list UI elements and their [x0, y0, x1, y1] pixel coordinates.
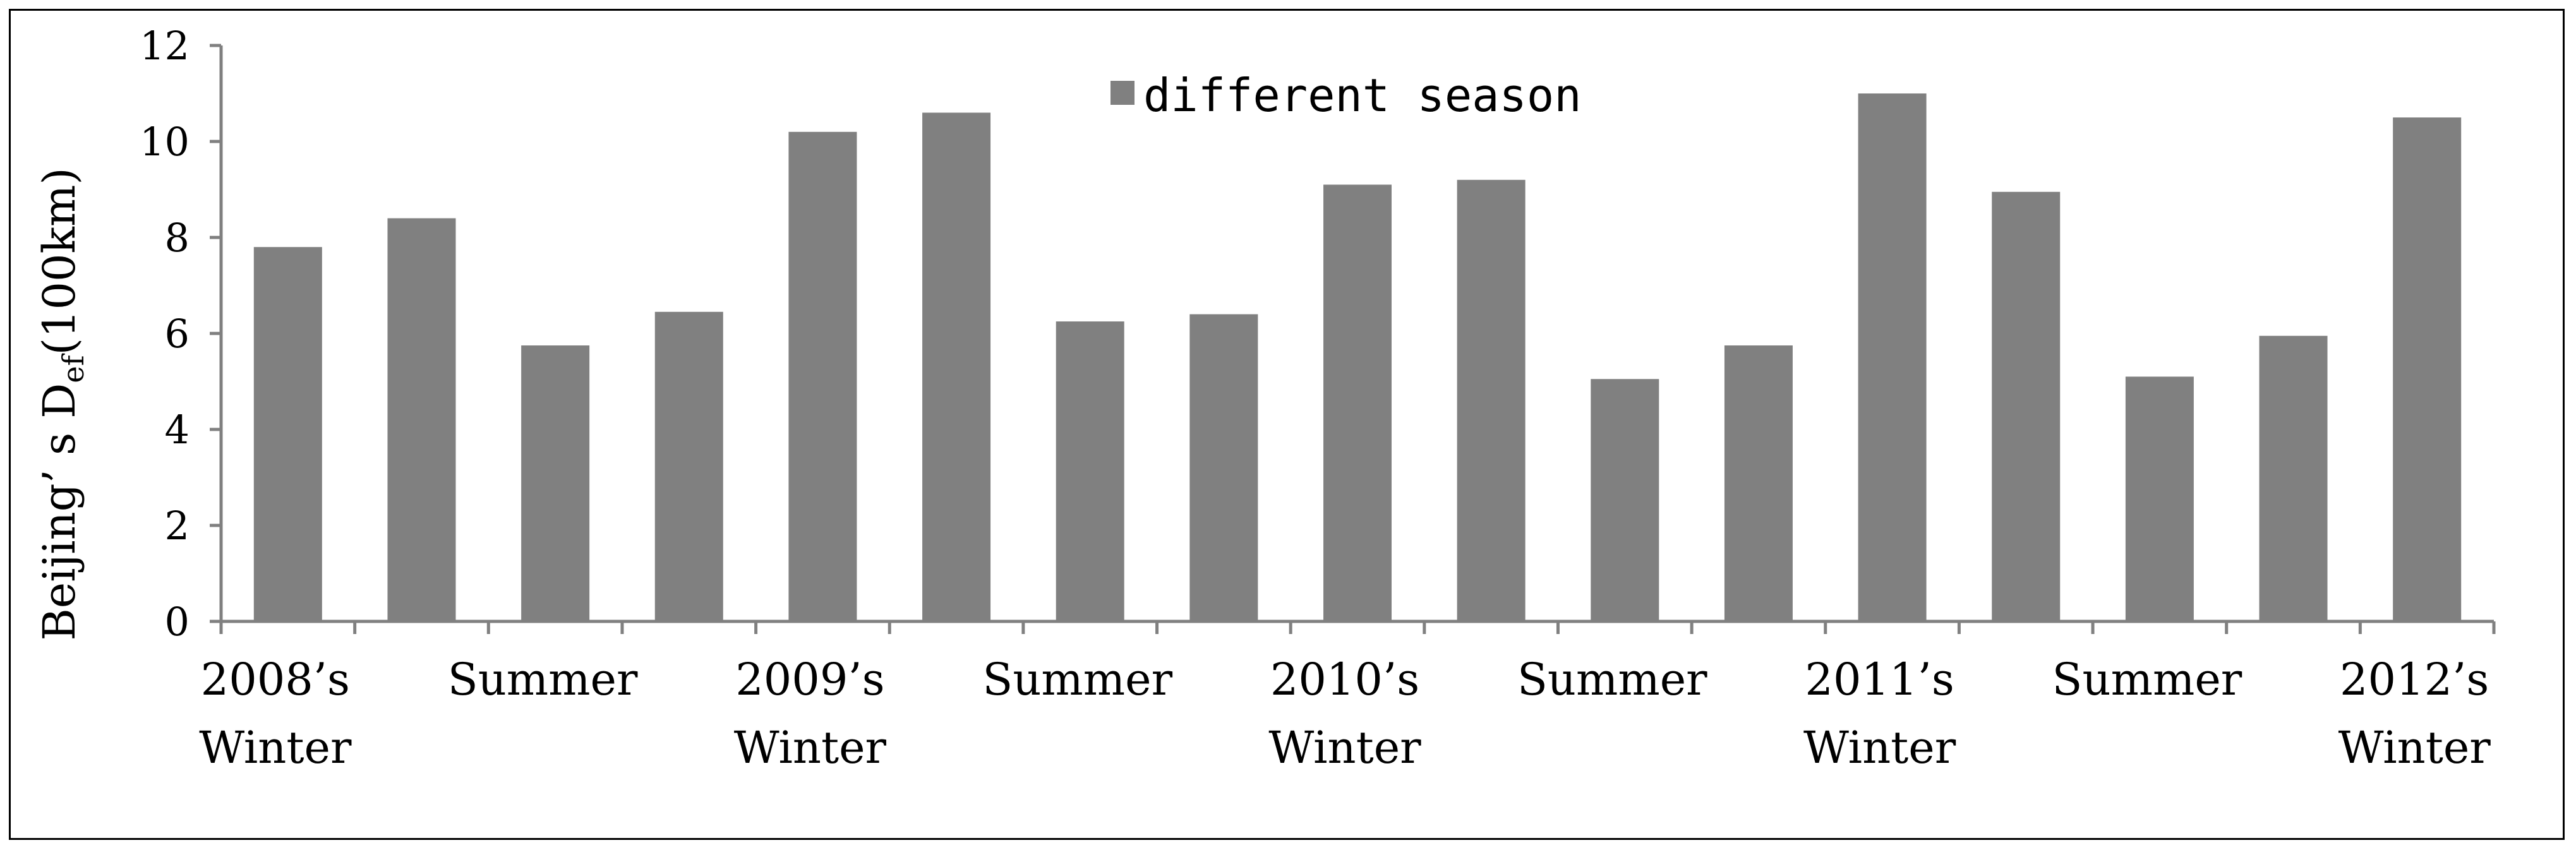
bar [2259, 335, 2328, 621]
y-ticks-group: 0 2 4 6 8 10 12 [140, 23, 221, 645]
bar [387, 218, 456, 622]
x-category-label: 2008’s [201, 654, 350, 705]
y-tick-label: 2 [165, 503, 190, 549]
bar [1591, 379, 1659, 621]
x-category-label: 2012’s [2340, 654, 2489, 705]
x-category-label-line2: Winter [2338, 722, 2491, 774]
bar [788, 131, 857, 622]
bar [1323, 184, 1392, 621]
x-category-label-line2: Winter [734, 722, 887, 774]
x-category-label: 2011’s [1805, 654, 1954, 705]
x-category-label: Summer [448, 654, 638, 705]
x-category-label-line2: Winter [1268, 722, 1421, 774]
x-category-label: 2010’s [1270, 654, 1419, 705]
bar [1858, 93, 1927, 621]
x-category-label: Summer [982, 654, 1172, 705]
y-tick-label: 0 [165, 599, 190, 645]
x-category-label: Summer [2052, 654, 2242, 705]
x-category-label: Summer [1517, 654, 1707, 705]
y-axis-title-subscript: ef [56, 353, 90, 383]
legend-label: different season [1143, 69, 1582, 122]
bar [1457, 179, 1526, 621]
x-ticks-group [219, 621, 2496, 634]
bar [253, 247, 322, 621]
x-category-label: 2009’s [735, 654, 884, 705]
legend-swatch [1110, 81, 1135, 105]
x-category-label-line2: Winter [199, 722, 352, 774]
y-tick-label: 6 [165, 311, 190, 357]
y-axis-title-main: Beijing’ s D [33, 383, 85, 641]
bar [1056, 321, 1124, 621]
bars-group [253, 93, 2462, 622]
bar [521, 345, 590, 621]
bar [2393, 117, 2462, 621]
y-tick-label: 8 [165, 215, 190, 261]
bar [654, 311, 723, 621]
y-tick-label: 12 [140, 23, 190, 69]
legend: different season [1110, 69, 1582, 122]
bar [1992, 191, 2061, 621]
x-category-label-line2: Winter [1803, 722, 1956, 774]
y-axis-title: Beijing’ s Def(100km) [33, 167, 90, 640]
bar [1724, 345, 1793, 621]
y-tick-label: 10 [140, 119, 190, 165]
bar [922, 112, 991, 621]
bar [1189, 314, 1258, 621]
x-labels-group: 2008’s Winter Summer 2009’s Winter Summer 2010… [199, 654, 2491, 774]
y-axis-title-unit: (100km) [33, 167, 85, 355]
y-tick-label: 4 [165, 407, 190, 453]
bar [2125, 376, 2194, 621]
